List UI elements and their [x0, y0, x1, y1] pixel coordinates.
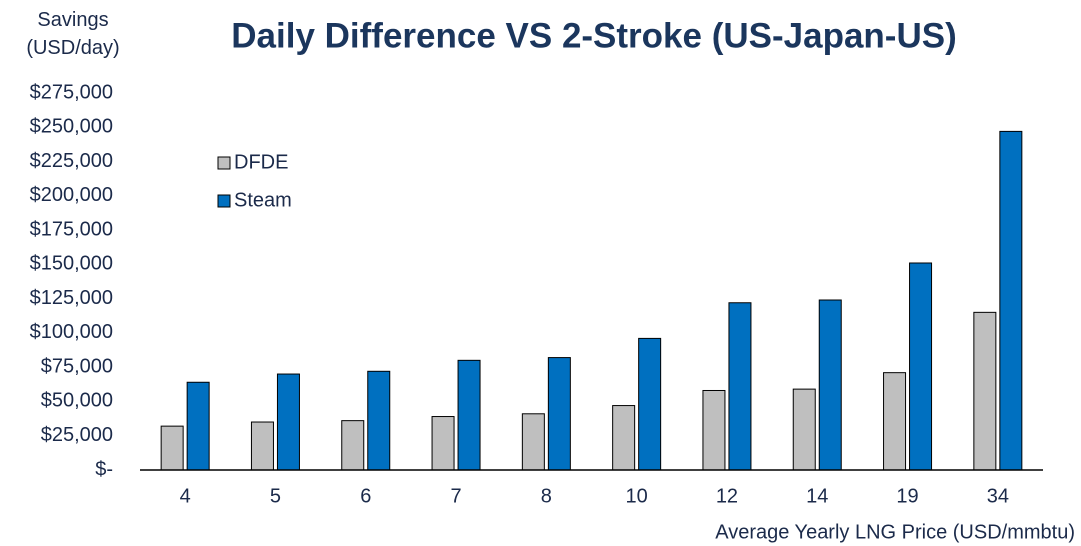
y-tick-label: $200,000	[30, 184, 113, 206]
legend-label: DFDE	[234, 151, 288, 173]
y-tick-label: $25,000	[41, 424, 113, 446]
chart-title: Daily Difference VS 2-Stroke (US-Japan-U…	[231, 16, 956, 55]
x-tick-label: 8	[541, 485, 552, 507]
bar	[547, 357, 571, 471]
bar	[792, 388, 816, 471]
bar	[612, 405, 636, 471]
bar	[883, 372, 907, 471]
bar	[521, 413, 545, 471]
x-tick-label: 34	[987, 485, 1009, 507]
x-tick-label: 12	[716, 485, 738, 507]
y-tick-label: $150,000	[30, 253, 113, 275]
y-tick-label: $225,000	[30, 150, 113, 172]
x-tick-label: 14	[806, 485, 828, 507]
x-tick-label: 10	[626, 485, 648, 507]
bar	[341, 420, 365, 471]
y-tick-label: $175,000	[30, 218, 113, 240]
y-tick-label: $75,000	[41, 355, 113, 377]
bar	[638, 337, 662, 471]
y-tick-label: $100,000	[30, 321, 113, 343]
y-tick-label: $250,000	[30, 116, 113, 138]
x-tick-label: 7	[450, 485, 461, 507]
bar	[367, 370, 391, 471]
bar	[160, 425, 184, 471]
bar	[250, 421, 274, 471]
legend-swatch	[217, 156, 231, 170]
bar	[457, 359, 481, 471]
bar	[973, 311, 997, 471]
x-tick-label: 5	[270, 485, 281, 507]
x-tick-label: 4	[180, 485, 191, 507]
x-axis-label: Average Yearly LNG Price (USD/mmbtu)	[715, 521, 1075, 543]
x-tick-label: 19	[896, 485, 918, 507]
y-axis-label: Savings (USD/day)	[26, 9, 120, 59]
bar	[276, 373, 300, 471]
bar	[702, 389, 726, 471]
y-tick-label: $50,000	[41, 390, 113, 412]
bar	[818, 299, 842, 471]
x-tick-label: 6	[360, 485, 371, 507]
y-tick-label: $275,000	[30, 81, 113, 103]
bar	[999, 130, 1023, 471]
legend-label: Steam	[234, 189, 292, 211]
bar	[728, 302, 752, 471]
legend-swatch	[217, 194, 231, 208]
y-tick-label: $-	[95, 458, 113, 480]
bar	[431, 416, 455, 471]
bar	[909, 262, 933, 471]
bar	[186, 381, 210, 471]
y-tick-label: $125,000	[30, 287, 113, 309]
